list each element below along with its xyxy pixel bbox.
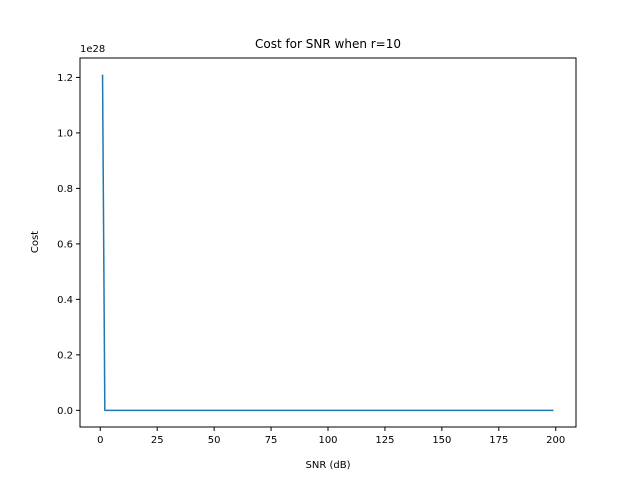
y-tick-label: 0.8	[57, 184, 73, 195]
x-tick-label: 0	[97, 435, 103, 446]
x-tick-label: 75	[265, 435, 278, 446]
y-tick-label: 0.6	[57, 239, 73, 250]
y-tick-label: 1.0	[57, 128, 73, 139]
x-tick-label: 150	[432, 435, 451, 446]
y-tick-label: 0.4	[57, 295, 73, 306]
x-tick-label: 175	[489, 435, 508, 446]
x-axis: 0 25 50 75 100 125 150 175 200	[97, 427, 565, 446]
y-axis: 0.0 0.2 0.4 0.6 0.8 1.0 1.2	[57, 73, 80, 417]
x-axis-label: SNR (dB)	[306, 460, 351, 471]
series-line	[101, 74, 554, 412]
y-tick-label: 0.0	[57, 406, 73, 417]
x-tick-label: 125	[375, 435, 394, 446]
x-tick-label: 25	[151, 435, 164, 446]
x-tick-label: 200	[546, 435, 565, 446]
chart-title: Cost for SNR when r=10	[255, 37, 401, 51]
x-tick-label: 100	[318, 435, 337, 446]
y-offset-label: 1e28	[80, 44, 105, 55]
y-axis-label: Cost	[30, 231, 41, 253]
y-tick-label: 1.2	[57, 73, 73, 84]
x-tick-label: 50	[208, 435, 221, 446]
plot-layer	[101, 74, 554, 412]
y-tick-label: 0.2	[57, 350, 73, 361]
